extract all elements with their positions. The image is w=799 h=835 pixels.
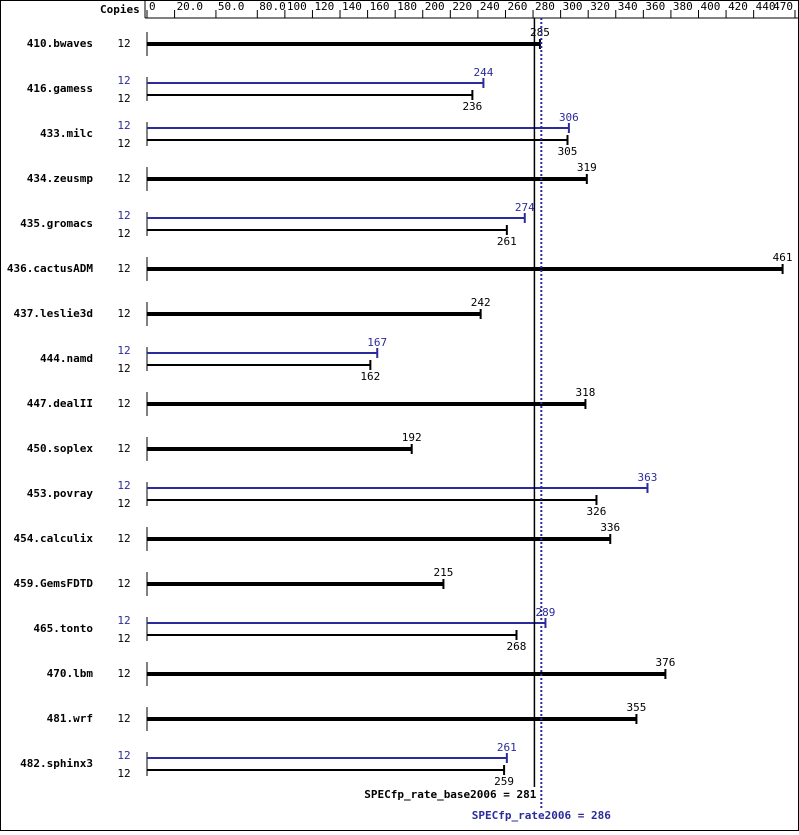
x-tick-label: 260	[507, 0, 527, 13]
benchmark-name: 447.dealII	[27, 397, 93, 410]
copies: 12	[117, 92, 130, 105]
copies: 12	[117, 532, 130, 545]
benchmark-name: 437.leslie3d	[14, 307, 93, 320]
x-tick-label: 20.0	[177, 0, 204, 13]
reference-label: SPECfp_rate_base2006 = 281	[364, 788, 537, 801]
reference-label: SPECfp_rate2006 = 286	[472, 809, 611, 822]
value-label: 326	[587, 505, 607, 518]
benchmark-name: 450.soplex	[27, 442, 94, 455]
x-tick-label: 180	[397, 0, 417, 13]
copies: 12	[117, 442, 130, 455]
x-tick-label: 100	[287, 0, 307, 13]
x-tick-label: 470	[773, 0, 793, 13]
benchmark-name: 434.zeusmp	[27, 172, 94, 185]
value-label: 336	[600, 521, 620, 534]
benchmark-name: 433.milc	[40, 127, 93, 140]
copies: 12	[117, 137, 130, 150]
benchmark-name: 436.cactusADM	[7, 262, 93, 275]
x-tick-label: 80.0	[259, 0, 286, 13]
x-tick-label: 240	[480, 0, 500, 13]
copies: 12	[117, 307, 130, 320]
value-label: 319	[577, 161, 597, 174]
x-tick-label: 420	[728, 0, 748, 13]
benchmark-name: 435.gromacs	[20, 217, 93, 230]
copies: 12	[117, 632, 130, 645]
x-tick-label: 0	[149, 0, 156, 13]
x-tick-label: 50.0	[218, 0, 245, 13]
copies: 12	[117, 119, 130, 132]
value-label: 236	[462, 100, 482, 113]
x-tick-label: 320	[590, 0, 610, 13]
x-tick-label: 400	[700, 0, 720, 13]
x-tick-label: 120	[314, 0, 334, 13]
value-label: 306	[559, 111, 579, 124]
x-tick-label: 160	[370, 0, 390, 13]
value-label: 355	[627, 701, 647, 714]
benchmark-name: 481.wrf	[47, 712, 93, 725]
copies: 12	[117, 397, 130, 410]
copies: 12	[117, 74, 130, 87]
value-label: 274	[515, 201, 535, 214]
copies: 12	[117, 262, 130, 275]
copies: 12	[117, 767, 130, 780]
x-tick-label: 380	[673, 0, 693, 13]
benchmark-name: 459.GemsFDTD	[14, 577, 94, 590]
benchmark-name: 453.povray	[27, 487, 94, 500]
copies-header: Copies	[100, 3, 140, 16]
benchmark-name: 482.sphinx3	[20, 757, 93, 770]
copies: 12	[117, 209, 130, 222]
copies: 12	[117, 172, 130, 185]
value-label: 261	[497, 235, 517, 248]
x-tick-label: 140	[342, 0, 362, 13]
benchmark-name: 444.namd	[40, 352, 93, 365]
value-label: 259	[494, 775, 514, 788]
copies: 12	[117, 497, 130, 510]
x-tick-label: 340	[618, 0, 638, 13]
value-label: 192	[402, 431, 422, 444]
copies: 12	[117, 749, 130, 762]
value-label: 268	[507, 640, 527, 653]
value-label: 285	[530, 26, 550, 39]
value-label: 318	[575, 386, 595, 399]
x-tick-label: 300	[563, 0, 583, 13]
copies: 12	[117, 479, 130, 492]
value-label: 363	[638, 471, 658, 484]
value-label: 167	[367, 336, 387, 349]
value-label: 289	[536, 606, 556, 619]
x-tick-label: 220	[452, 0, 472, 13]
x-tick-label: 360	[645, 0, 665, 13]
copies: 12	[117, 37, 130, 50]
copies: 12	[117, 667, 130, 680]
benchmark-name: 416.gamess	[27, 82, 93, 95]
value-label: 461	[773, 251, 793, 264]
copies: 12	[117, 344, 130, 357]
benchmark-name: 470.lbm	[47, 667, 94, 680]
benchmark-name: 454.calculix	[14, 532, 94, 545]
value-label: 376	[655, 656, 675, 669]
value-label: 242	[471, 296, 491, 309]
benchmark-name: 465.tonto	[33, 622, 93, 635]
copies: 12	[117, 577, 130, 590]
value-label: 215	[433, 566, 453, 579]
copies: 12	[117, 362, 130, 375]
x-tick-label: 440	[756, 0, 776, 13]
benchmark-name: 410.bwaves	[27, 37, 93, 50]
value-label: 305	[558, 145, 578, 158]
value-label: 261	[497, 741, 517, 754]
value-label: 244	[473, 66, 493, 79]
value-label: 162	[360, 370, 380, 383]
x-tick-label: 200	[425, 0, 445, 13]
copies: 12	[117, 227, 130, 240]
copies: 12	[117, 614, 130, 627]
copies: 12	[117, 712, 130, 725]
x-tick-label: 280	[535, 0, 555, 13]
